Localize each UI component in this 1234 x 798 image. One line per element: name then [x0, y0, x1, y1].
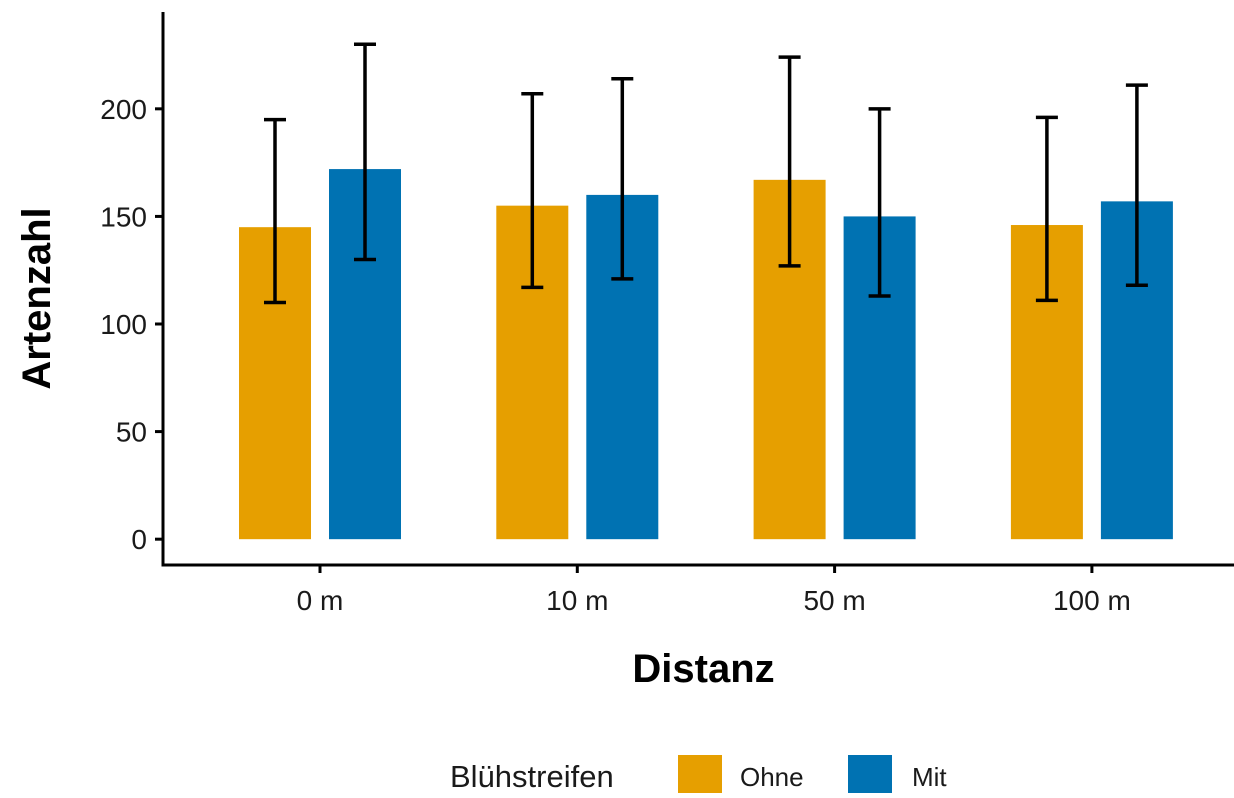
- legend-label-mit: Mit: [912, 762, 947, 792]
- x-tick-label: 10 m: [546, 585, 608, 616]
- x-tick-label: 100 m: [1053, 585, 1131, 616]
- legend: Blühstreifen Ohne Mit: [450, 755, 947, 793]
- x-axis-title: Distanz: [632, 647, 774, 691]
- x-tick-label: 0 m: [297, 585, 344, 616]
- y-tick-label: 50: [116, 417, 147, 448]
- legend-items: Ohne Mit: [678, 755, 947, 793]
- y-ticks: 0 50 100 150 200: [100, 94, 163, 555]
- y-tick-label: 100: [100, 309, 147, 340]
- bars-layer: [239, 169, 1173, 539]
- y-tick-label: 0: [131, 524, 147, 555]
- legend-key-ohne: [678, 755, 722, 793]
- x-ticks: 0 m 10 m 50 m 100 m: [297, 565, 1131, 616]
- legend-key-mit: [848, 755, 892, 793]
- y-tick-label: 200: [100, 94, 147, 125]
- y-tick-label: 150: [100, 201, 147, 232]
- legend-title: Blühstreifen: [450, 759, 614, 793]
- x-tick-label: 50 m: [803, 585, 865, 616]
- legend-label-ohne: Ohne: [740, 762, 804, 792]
- y-axis-title: Artenzahl: [15, 207, 59, 389]
